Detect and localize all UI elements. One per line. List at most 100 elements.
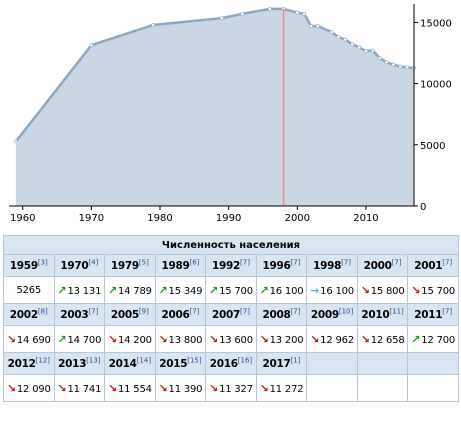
population-value-cell: ↘11 554	[104, 374, 156, 402]
reference-link[interactable]: [7]	[240, 258, 250, 266]
data-point-2006	[336, 35, 341, 39]
data-point-2013	[384, 60, 389, 65]
reference-link[interactable]: [7]	[341, 258, 352, 266]
reference-link[interactable]: [7]	[391, 258, 402, 266]
population-value: 11 272	[269, 383, 304, 395]
year-label: 2002	[9, 308, 38, 321]
year-label: 1959	[9, 259, 38, 272]
year-label: 1992	[211, 259, 241, 272]
population-value: 13 600	[219, 334, 253, 346]
reference-link[interactable]: [7]	[442, 307, 453, 315]
data-point-2016	[405, 65, 410, 70]
reference-link[interactable]: [6]	[189, 258, 200, 266]
year-cell: 2010[11]	[356, 303, 409, 326]
reference-link[interactable]: [13]	[86, 356, 101, 364]
reference-link[interactable]: [11]	[389, 307, 404, 315]
population-table: Численность населения 1959[3] 1970[4] 1979…	[3, 235, 459, 402]
population-value-cell: ↘12 658	[356, 325, 409, 353]
year-label: 2000	[363, 259, 392, 272]
trend-down-icon: ↘	[107, 332, 117, 346]
value-row: 5265 ↗13 131 ↗14 789 ↗15 349 ↗15 700 ↗16 100 →…	[3, 276, 459, 304]
trend-up-icon: ↗	[259, 283, 269, 297]
reference-link[interactable]: [4]	[88, 258, 99, 266]
population-value: 14 200	[117, 334, 152, 346]
reference-link[interactable]: [12]	[35, 356, 50, 364]
population-value: 11 741	[67, 383, 102, 395]
trend-up-icon: ↗	[107, 283, 117, 297]
reference-link[interactable]: [7]	[189, 307, 200, 315]
reference-link[interactable]: [16]	[237, 356, 253, 364]
year-cell: 2000[7]	[356, 254, 409, 277]
year-label: 1979	[110, 259, 139, 272]
data-point-1979	[151, 23, 156, 27]
population-value-cell: ↘11 741	[53, 374, 106, 402]
reference-link[interactable]: [7]	[290, 258, 301, 266]
reference-link[interactable]: [10]	[338, 307, 354, 315]
reference-link[interactable]: [15]	[187, 356, 202, 364]
data-point-2003	[315, 24, 320, 28]
trend-down-icon: ↘	[259, 332, 269, 346]
data-point-2014	[391, 62, 396, 67]
population-value: 11 327	[219, 383, 253, 395]
year-label: 2011	[414, 308, 443, 321]
reference-link[interactable]: [5]	[138, 258, 149, 266]
x-tick-label-1980: 1980	[147, 213, 172, 224]
population-value-cell: ↗13 131	[53, 276, 106, 304]
trend-down-icon: ↘	[158, 332, 168, 346]
trend-down-icon: ↘	[310, 332, 320, 346]
reference-link[interactable]: [7]	[442, 258, 453, 266]
population-value-cell: 5265	[3, 276, 55, 304]
trend-down-icon: ↘	[259, 381, 269, 395]
year-row: 2012[12] 2013[13] 2014[14] 2015[15] 2016[16]…	[3, 352, 459, 375]
data-point-2001	[302, 11, 307, 16]
year-label: 2001	[414, 259, 443, 272]
trend-up-icon: ↗	[209, 283, 219, 297]
year-label: 1970	[60, 259, 89, 272]
year-cell: 1979[5]	[104, 254, 156, 277]
reference-link[interactable]: [8]	[37, 307, 48, 315]
trend-down-icon: ↘	[360, 283, 370, 297]
reference-link[interactable]: [1]	[290, 356, 301, 364]
x-tick-label-1990: 1990	[216, 213, 241, 224]
value-row: ↘12 090 ↘11 741 ↘11 554 ↘11 390 ↘11 327 ↘11 2…	[3, 374, 459, 402]
year-label: 1996	[262, 259, 291, 272]
population-value-cell: →16 100	[306, 276, 358, 304]
population-value-cell: ↘11 390	[154, 374, 207, 402]
year-row: 1959[3] 1970[4] 1979[5] 1989[6] 1992[7] 1996[…	[3, 254, 459, 277]
population-value: 15 349	[168, 285, 203, 297]
reference-link[interactable]: [9]	[138, 307, 149, 315]
population-value-cell: ↘15 800	[356, 276, 409, 304]
reference-link[interactable]: [7]	[240, 307, 250, 315]
data-point-2002	[309, 24, 313, 29]
area-fill	[15, 8, 414, 206]
year-label: 2017	[262, 357, 291, 370]
year-label: 2008	[262, 308, 291, 321]
population-value-cell: ↘14 200	[104, 325, 156, 353]
population-value-cell: ↗15 700	[205, 276, 257, 304]
year-label: 2003	[60, 308, 89, 321]
reference-link[interactable]: [3]	[37, 258, 48, 266]
population-value: 12 658	[370, 334, 405, 346]
trend-flat-icon: →	[310, 283, 320, 297]
year-cell: 2016[16]	[205, 352, 257, 375]
year-cell: 2014[14]	[104, 352, 156, 375]
year-cell: 2007[7]	[205, 303, 257, 326]
year-cell: 2003[7]	[53, 303, 106, 326]
x-tick-label-1970: 1970	[79, 213, 104, 224]
reference-link[interactable]: [7]	[88, 307, 99, 315]
empty-cell	[356, 352, 409, 375]
reference-link[interactable]: [14]	[136, 356, 152, 364]
year-cell: 1992[7]	[205, 254, 257, 277]
value-row: ↘14 690 ↗14 700 ↘14 200 ↘13 800 ↘13 600 ↘13 2…	[3, 325, 459, 353]
population-area-chart: 1960 1970 1980 1990 2000 2010 0 5000 10000 15000	[9, 4, 452, 224]
year-cell: 1998[7]	[306, 254, 358, 277]
year-label: 2010	[361, 308, 390, 321]
data-point-1959	[13, 139, 18, 144]
empty-cell	[407, 374, 459, 402]
year-cell: 1996[7]	[255, 254, 308, 277]
year-label: 1989	[161, 259, 190, 272]
population-value: 15 700	[421, 285, 456, 297]
reference-link[interactable]: [7]	[290, 307, 301, 315]
data-point-2009	[357, 45, 361, 50]
population-value: 14 789	[117, 285, 152, 297]
